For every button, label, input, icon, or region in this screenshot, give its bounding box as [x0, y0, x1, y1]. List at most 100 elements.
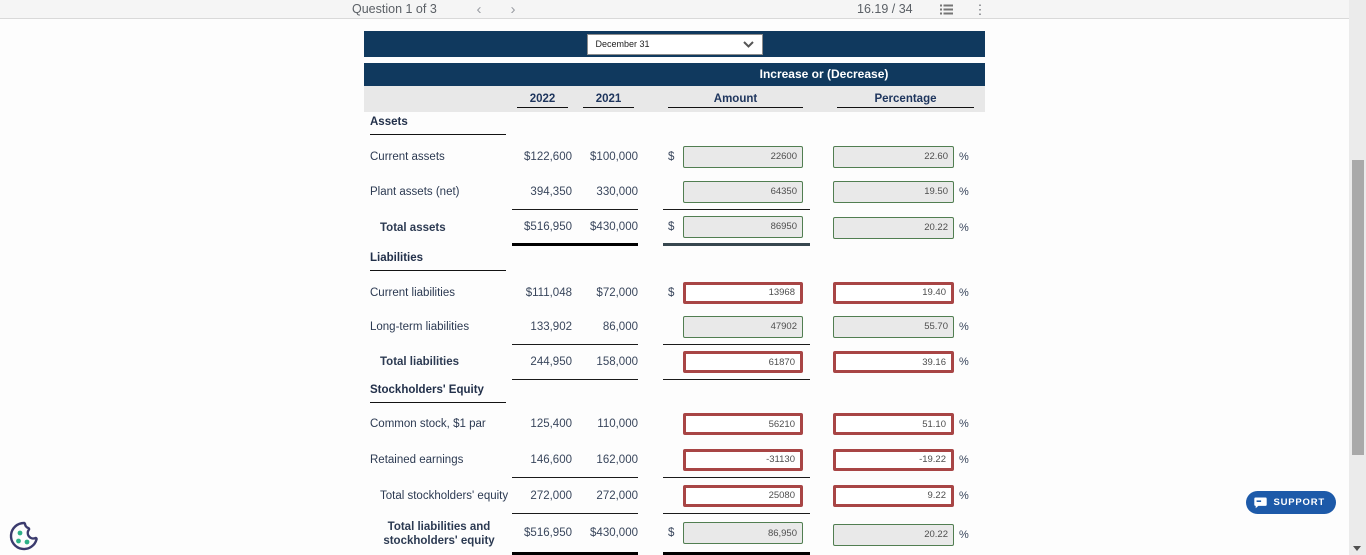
- col-header-amount: Amount: [668, 93, 803, 108]
- value-2021: $72,000: [596, 286, 638, 299]
- dollar-sign: $: [668, 286, 675, 299]
- score-indicator: 16.19 / 34: [857, 2, 913, 16]
- percent-sign: %: [959, 528, 969, 541]
- row-label: Current assets: [370, 150, 445, 163]
- amount-input[interactable]: [683, 413, 803, 435]
- value-2022: 146,600: [530, 453, 572, 466]
- section-label: Stockholders' Equity: [370, 384, 506, 403]
- percentage-input[interactable]: [833, 523, 954, 546]
- value-2021: 86,000: [602, 320, 638, 333]
- comparative-balance-sheet: December 31 Increase or (Decrease) 2022 …: [364, 31, 985, 555]
- next-question-button[interactable]: ›: [502, 0, 524, 19]
- table-row-retained-earnings: Retained earnings 146,600 162,000 %: [364, 442, 985, 477]
- percent-sign: %: [959, 221, 969, 234]
- table-body: Assets Current assets $122,600 $100,000 …: [364, 112, 985, 555]
- amount-input[interactable]: [683, 484, 803, 507]
- row-label: Current liabilities: [370, 286, 456, 299]
- table-row-common-stock: Common stock, $1 par 125,400 110,000 %: [364, 406, 985, 442]
- chat-bubble-icon: [1254, 497, 1268, 508]
- scrollbar-down-arrow-icon[interactable]: [1353, 546, 1361, 551]
- percentage-input[interactable]: [833, 281, 954, 304]
- table-title-band: December 31: [364, 31, 985, 57]
- percent-sign: %: [959, 453, 969, 466]
- percentage-input[interactable]: [833, 351, 954, 373]
- support-label: SUPPORT: [1273, 497, 1325, 508]
- percentage-input[interactable]: [833, 448, 954, 471]
- row-label: Long-term liabilities: [370, 320, 470, 333]
- section-label: Liabilities: [370, 252, 506, 271]
- percent-sign: %: [959, 150, 969, 163]
- value-2021: $430,000: [572, 514, 638, 555]
- table-row-total-stockholders-equity: Total stockholders' equity 272,000 272,0…: [364, 477, 985, 514]
- amount-input[interactable]: [683, 145, 803, 168]
- table-row-total-liabilities-and-equity: Total liabilities and stockholders' equi…: [364, 514, 985, 555]
- cookie-consent-icon[interactable]: [8, 520, 40, 552]
- row-label: Total liabilities and stockholders' equi…: [383, 521, 495, 548]
- amount-input[interactable]: [683, 215, 803, 238]
- question-counter: Question 1 of 3: [352, 2, 437, 16]
- value-2021: 330,000: [596, 185, 638, 198]
- percentage-input[interactable]: [833, 216, 954, 239]
- col-header-percentage: Percentage: [837, 93, 974, 108]
- dollar-sign: $: [668, 220, 675, 233]
- amount-input[interactable]: [683, 351, 803, 373]
- amount-input[interactable]: [683, 281, 803, 304]
- table-row-current-liabilities: Current liabilities $111,048 $72,000 $ %: [364, 276, 985, 309]
- dollar-sign: $: [668, 150, 675, 163]
- previous-question-button[interactable]: ‹: [468, 0, 490, 19]
- amount-input[interactable]: [683, 448, 803, 471]
- section-row-stockholders-equity: Stockholders' Equity: [364, 380, 985, 406]
- amount-input[interactable]: [683, 522, 803, 544]
- percentage-input[interactable]: [833, 484, 954, 507]
- value-2022: 133,902: [530, 320, 572, 333]
- value-2021: 158,000: [572, 344, 638, 380]
- percent-sign: %: [959, 489, 969, 502]
- row-label: Plant assets (net): [370, 185, 460, 198]
- value-2022: 244,950: [512, 344, 572, 380]
- col-header-2021: 2021: [583, 93, 634, 108]
- column-header-row: 2022 2021 Amount Percentage: [364, 86, 985, 112]
- section-row-assets: Assets: [364, 112, 985, 139]
- section-row-liabilities: Liabilities: [364, 246, 985, 276]
- table-row-total-assets: Total assets $516,950 $430,000 $ %: [364, 209, 985, 246]
- percentage-input[interactable]: [833, 413, 954, 435]
- section-label: Assets: [370, 116, 506, 135]
- amount-input[interactable]: [683, 180, 803, 203]
- table-row-current-assets: Current assets $122,600 $100,000 $ %: [364, 139, 985, 174]
- question-list-icon[interactable]: [936, 0, 956, 19]
- increase-decrease-label: Increase or (Decrease): [759, 67, 889, 81]
- row-label: Common stock, $1 par: [370, 418, 486, 430]
- more-options-icon[interactable]: ⋮: [973, 2, 987, 17]
- chevron-down-icon: [742, 40, 754, 48]
- percent-sign: %: [959, 185, 969, 198]
- value-2022: $516,950: [512, 514, 572, 555]
- dollar-sign: $: [668, 527, 675, 539]
- row-label: Retained earnings: [370, 453, 464, 466]
- value-2021: $430,000: [572, 209, 638, 246]
- percent-sign: %: [959, 286, 969, 299]
- col-header-2022: 2022: [517, 93, 568, 108]
- row-label: Total assets: [380, 221, 446, 234]
- table-row-total-liabilities: Total liabilities 244,950 158,000 %: [364, 344, 985, 380]
- quiz-toolbar: Question 1 of 3 ‹ › 16.19 / 34 ⋮: [0, 0, 1366, 19]
- table-row-long-term-liabilities: Long-term liabilities 133,902 86,000 %: [364, 309, 985, 344]
- support-button[interactable]: SUPPORT: [1246, 491, 1336, 514]
- percentage-input[interactable]: [833, 315, 954, 338]
- period-select-value: December 31: [595, 39, 650, 49]
- value-2021: 162,000: [596, 453, 638, 466]
- percent-sign: %: [959, 418, 969, 430]
- value-2021: 272,000: [572, 477, 638, 514]
- value-2021: $100,000: [590, 150, 638, 163]
- value-2022: $122,600: [524, 150, 572, 163]
- value-2022: 125,400: [530, 418, 572, 430]
- percentage-input[interactable]: [833, 180, 954, 203]
- value-2022: $516,950: [512, 209, 572, 246]
- scrollbar-thumb[interactable]: [1352, 160, 1364, 455]
- amount-input[interactable]: [683, 315, 803, 338]
- period-select[interactable]: December 31: [586, 33, 763, 55]
- value-2022: $111,048: [525, 286, 572, 299]
- value-2022: 394,350: [530, 185, 572, 198]
- percentage-input[interactable]: [833, 145, 954, 168]
- value-2022: 272,000: [512, 477, 572, 514]
- vertical-scrollbar[interactable]: [1349, 0, 1366, 555]
